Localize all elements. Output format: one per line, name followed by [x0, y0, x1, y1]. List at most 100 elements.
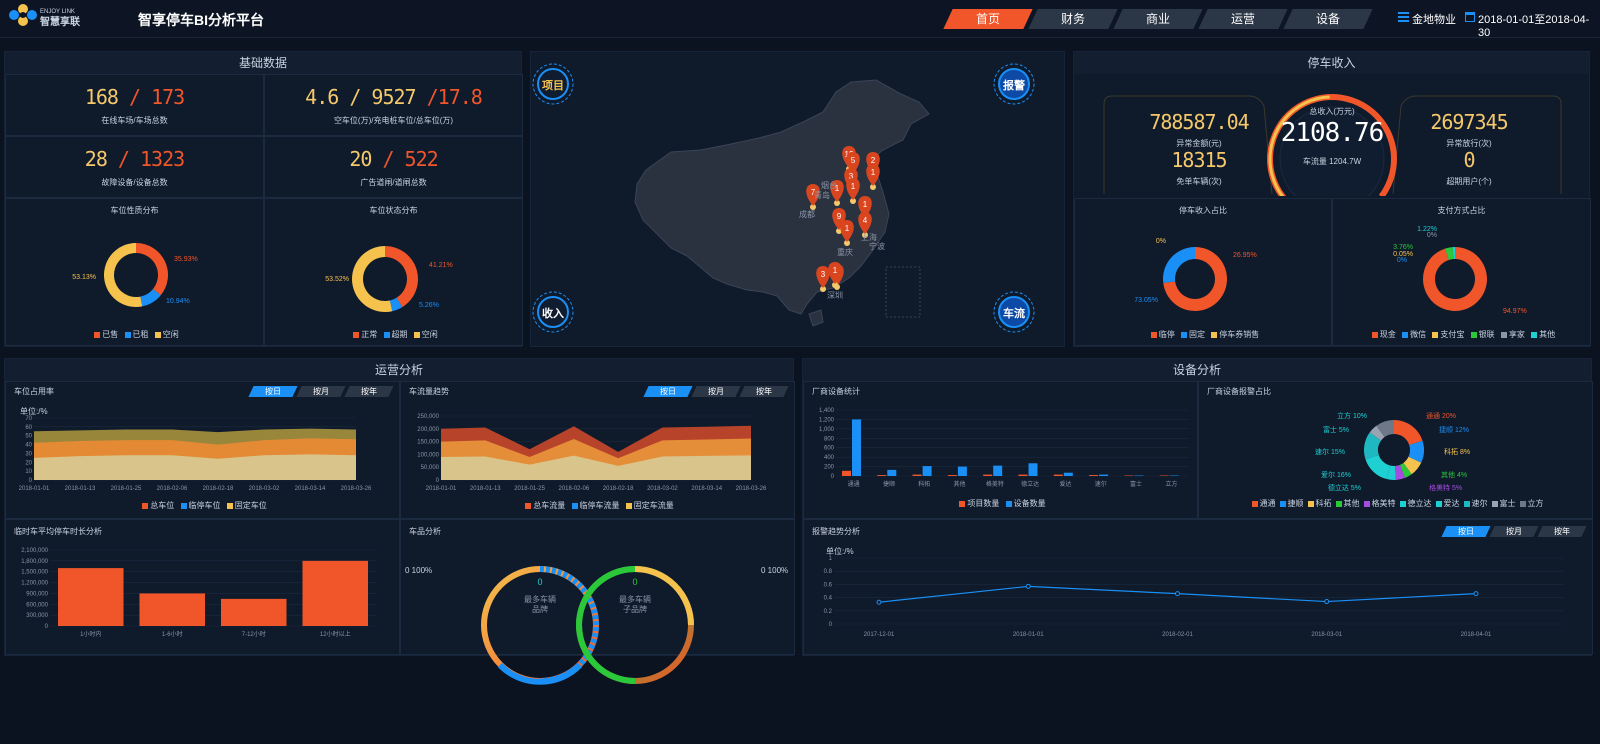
- slice-label: 其他 4%: [1441, 470, 1467, 479]
- tab-day[interactable]: 按日: [248, 386, 298, 397]
- app-title: 智享停车BI分析平台: [138, 12, 264, 28]
- donut-slice: [1394, 420, 1423, 446]
- x-tick-label: 2018-01-13: [65, 486, 96, 492]
- traffic-total-label: 车流量 1204.7W: [1302, 157, 1362, 166]
- tab-month[interactable]: 按月: [296, 386, 346, 397]
- donut-slice: [1376, 420, 1394, 438]
- map-pin-icon: [840, 220, 854, 242]
- donut-slice: [352, 246, 393, 312]
- donut-slice: [1408, 440, 1424, 463]
- map-pin-icon: [846, 178, 860, 200]
- x-tick-label: 1-6小时: [162, 630, 183, 638]
- y-tick-label: 400: [824, 455, 835, 461]
- space-nature-title: 车位性质分布: [110, 206, 159, 215]
- logo-bottom-text: 智慧享联: [40, 15, 80, 28]
- y-tick-label: 600: [824, 446, 835, 452]
- traffic-button[interactable]: 车流: [992, 290, 1036, 334]
- basic-data-title: 基础数据: [5, 52, 521, 74]
- slice-label: 格美特 5%: [1429, 483, 1462, 492]
- y-tick-label: 0: [831, 474, 835, 480]
- y-tick-label: 40: [25, 443, 32, 449]
- nav-home[interactable]: 首页: [943, 9, 1033, 29]
- vendor-alarm-chart: 厂商设备报警占比 通通 20% 捷顺 12% 科拓 8% 其他 4% 格美特 5% 德立达…: [1198, 381, 1593, 519]
- pay-share-title: 支付方式占比: [1437, 206, 1486, 215]
- bar: [842, 470, 851, 476]
- x-tick-label: 2018-02-01: [1162, 632, 1193, 638]
- pin-count: 1: [863, 200, 868, 209]
- project-button[interactable]: 项目: [531, 62, 575, 106]
- brand-line2: 品牌: [532, 604, 548, 614]
- y-tick-label: 1,800,000: [21, 559, 48, 565]
- y-tick-label: 0: [29, 478, 33, 484]
- slice-label: 通通 20%: [1426, 411, 1456, 420]
- list-icon: [1398, 12, 1409, 22]
- tab-month[interactable]: 按月: [1489, 526, 1539, 537]
- map-pin-icon: [858, 212, 872, 234]
- slice-label: 10.94%: [166, 298, 190, 305]
- stat-label: 在线车场/车场总数: [101, 116, 168, 125]
- pin-base: [834, 200, 840, 206]
- tab-day[interactable]: 按日: [643, 386, 693, 397]
- x-tick-label: 2018-01-01: [19, 486, 50, 492]
- y-tick-label: 20: [25, 460, 32, 466]
- x-tick-label: 2018-03-14: [295, 486, 326, 492]
- x-tick-label: 2018-03-01: [1311, 632, 1342, 638]
- stat-value: 20 / 522: [349, 147, 438, 171]
- tab-month[interactable]: 按月: [691, 386, 741, 397]
- nav-operation-label: 运营: [1230, 12, 1255, 26]
- pin-count: 5: [851, 156, 856, 165]
- map-pin-icon: [828, 262, 842, 284]
- tab-year[interactable]: 按年: [344, 386, 394, 397]
- bar: [1053, 474, 1063, 476]
- nav-home-label: 首页: [975, 12, 1000, 26]
- date-range-selector[interactable]: 2018-01-01至2018-04-30: [1478, 14, 1590, 39]
- occupancy-title: 车位占用率: [14, 387, 54, 396]
- brand-gauge: [481, 566, 600, 685]
- income-button[interactable]: 收入: [531, 290, 575, 334]
- bar: [1063, 472, 1073, 476]
- nav-operation[interactable]: 运营: [1198, 9, 1288, 29]
- slice-label: 53.52%: [325, 276, 349, 283]
- y-tick-label: 0: [45, 624, 49, 630]
- slice-label: 速尔 15%: [1315, 447, 1345, 456]
- y-tick-label: 60: [25, 425, 32, 431]
- nav-device[interactable]: 设备: [1283, 9, 1373, 29]
- bar: [877, 475, 887, 476]
- slice-label: 73.05%: [1135, 297, 1158, 304]
- space-nature-chart: 车位性质分布 35.93% 10.94% 53.13% 已售 已租 空闲: [5, 198, 264, 346]
- tab-year[interactable]: 按年: [1537, 526, 1587, 537]
- x-tick-label: 其他: [954, 480, 966, 488]
- nav-finance[interactable]: 财务: [1028, 9, 1118, 29]
- x-tick-label: 2018-03-02: [249, 486, 280, 492]
- nav-business[interactable]: 商业: [1113, 9, 1203, 29]
- y-tick-label: 0.6: [824, 582, 833, 588]
- sub-brand-line1: 最多车辆: [619, 594, 651, 604]
- y-tick-label: 1,400: [819, 408, 835, 414]
- alarm-button[interactable]: 报警: [992, 62, 1036, 106]
- space-nature-legend: 已售 已租 空闲: [6, 329, 263, 340]
- alarm-trend-tabs: 按日 按月 按年: [1441, 526, 1589, 537]
- slice-label: 1.22%: [1417, 226, 1437, 233]
- car-brand-title: 车品分析: [409, 527, 441, 536]
- tab-day[interactable]: 按日: [1441, 526, 1491, 537]
- x-tick-label: 2018-02-18: [603, 486, 634, 492]
- nav-finance-label: 财务: [1060, 12, 1085, 26]
- alarm-button-label: 报警: [1003, 80, 1025, 92]
- income-button-label: 收入: [542, 308, 564, 320]
- donut-slice: [1445, 247, 1454, 260]
- bar: [221, 598, 287, 626]
- map-pin-icon: [866, 164, 880, 186]
- company-selector[interactable]: 金地物业: [1412, 14, 1456, 26]
- x-tick-label: 2018-02-06: [157, 486, 188, 492]
- project-button-label: 项目: [542, 80, 564, 92]
- overdue-users-value: 0: [1463, 148, 1475, 172]
- y-tick-label: 100,000: [417, 452, 439, 458]
- x-tick-label: 2018-03-14: [691, 486, 722, 492]
- duration-bars: 2,100,000 1,800,000 1,500,000 1,200,000 900,…: [21, 548, 376, 638]
- y-tick-label: 1,000: [819, 427, 835, 433]
- tab-year[interactable]: 按年: [739, 386, 789, 397]
- china-map: 1252137111941131: [634, 79, 930, 327]
- y-tick-label: 0.4: [824, 596, 833, 602]
- calendar-icon: [1465, 12, 1475, 22]
- pin-count: 3: [849, 172, 854, 181]
